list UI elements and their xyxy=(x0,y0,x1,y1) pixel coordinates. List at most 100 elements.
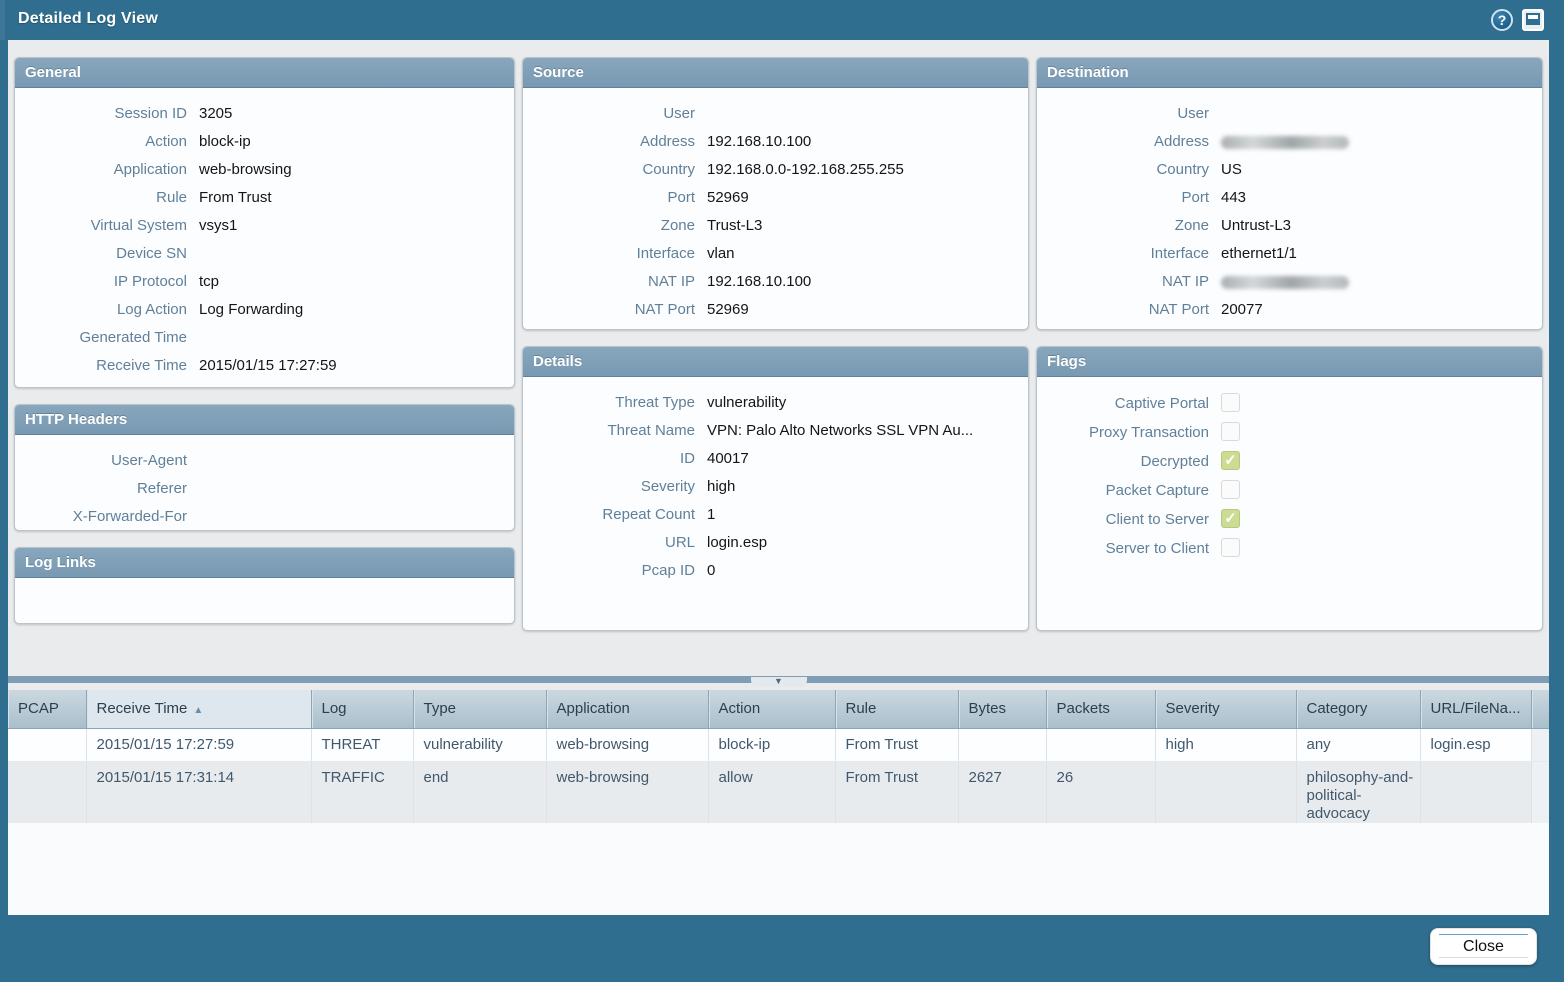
restore-window-icon[interactable] xyxy=(1522,9,1544,31)
field-label: Referer xyxy=(136,480,187,497)
column-header-pcap[interactable]: PCAP xyxy=(8,690,86,729)
log-table: PCAP Receive Time ▲ Log Type Application … xyxy=(8,690,1549,823)
table-cell: vulnerability xyxy=(413,728,547,762)
column-header-bytes[interactable]: Bytes xyxy=(957,690,1046,729)
field-row: NAT IP xyxy=(1037,268,1542,296)
log-row-traffic[interactable]: 2015/01/15 17:31:14 TRAFFIC end web-brow… xyxy=(8,761,1549,823)
panel-body: User Address Country US Port 443 Zone Untru… xyxy=(1037,88,1542,324)
column-header-application[interactable]: Application xyxy=(545,690,708,729)
scrollbar-gutter xyxy=(1531,728,1549,762)
table-cell xyxy=(1155,761,1297,823)
field-row: Severity high xyxy=(523,473,1028,501)
general-panel: General Session ID 3205 Action block-ip Ap… xyxy=(14,57,515,388)
field-label: NAT Port xyxy=(1148,301,1209,318)
field-value: tcp xyxy=(199,273,220,290)
flag-row: Proxy Transaction ✓ xyxy=(1037,418,1542,447)
field-row: User xyxy=(523,100,1028,128)
field-row: Rule From Trust xyxy=(15,184,514,212)
field-label: IP Protocol xyxy=(113,273,187,290)
field-label: Interface xyxy=(636,245,695,262)
http-headers-panel: HTTP Headers User-Agent Referer X-Forwar… xyxy=(14,404,515,531)
field-value: 192.168.10.100 xyxy=(707,133,812,150)
panel-body: Session ID 3205 Action block-ip Applicatio… xyxy=(15,88,514,380)
checkbox-client-to-server: ✓ xyxy=(1221,509,1240,528)
table-cell: 2015/01/15 17:27:59 xyxy=(86,728,312,762)
field-label: Repeat Count xyxy=(602,506,695,523)
field-row: URL login.esp xyxy=(523,529,1028,557)
table-cell xyxy=(8,761,87,823)
field-label: Severity xyxy=(640,478,695,495)
table-cell: THREAT xyxy=(311,728,414,762)
column-header-action[interactable]: Action xyxy=(707,690,835,729)
table-cell: any xyxy=(1296,728,1421,762)
middle-column: Source User Address 192.168.10.100 Countr… xyxy=(522,57,1029,670)
field-row: Pcap ID 0 xyxy=(523,557,1028,585)
field-label: Country xyxy=(642,161,695,178)
column-header-log[interactable]: Log xyxy=(310,690,413,729)
table-cell: block-ip xyxy=(708,728,836,762)
field-label: Application xyxy=(113,161,187,178)
panel-body: User Address 192.168.10.100 Country 192.16… xyxy=(523,88,1028,324)
table-cell xyxy=(1420,761,1532,823)
panel-body xyxy=(15,578,514,590)
chevron-down-icon: ▼ xyxy=(774,676,783,686)
window-glyph xyxy=(1526,13,1540,25)
flag-row: Captive Portal ✓ xyxy=(1037,389,1542,418)
field-label: Session ID xyxy=(114,105,187,122)
scrollbar-gutter xyxy=(1531,761,1549,823)
flag-label: Server to Client xyxy=(1105,540,1209,557)
panel-header: Source xyxy=(523,58,1028,88)
field-label: X-Forwarded-For xyxy=(72,508,187,525)
field-row: Interface vlan xyxy=(523,240,1028,268)
table-cell: web-browsing xyxy=(546,761,709,823)
table-cell xyxy=(8,728,87,762)
column-header-category[interactable]: Category xyxy=(1295,690,1420,729)
column-header-receive-time[interactable]: Receive Time ▲ xyxy=(85,690,311,729)
column-header-url-filename[interactable]: URL/FileNa... xyxy=(1419,690,1531,729)
column-header-type[interactable]: Type xyxy=(412,690,546,729)
dialog-content: General Session ID 3205 Action block-ip Ap… xyxy=(8,40,1549,915)
field-row: Device SN xyxy=(15,240,514,268)
table-cell: philosophy-and-political-advocacy xyxy=(1296,761,1421,823)
column-header-severity[interactable]: Severity xyxy=(1154,690,1296,729)
panel-body: Captive Portal ✓ Proxy Transaction ✓ Decry… xyxy=(1037,377,1542,563)
field-row: Zone Untrust-L3 xyxy=(1037,212,1542,240)
destination-panel: Destination User Address Country US Port 4… xyxy=(1036,57,1543,330)
dialog-title: Detailed Log View xyxy=(18,10,159,27)
panel-body: Threat Type vulnerability Threat Name VPN:… xyxy=(523,377,1028,585)
field-value: 40017 xyxy=(707,450,749,467)
field-value: US xyxy=(1221,161,1242,178)
field-row: Interface ethernet1/1 xyxy=(1037,240,1542,268)
column-header-rule[interactable]: Rule xyxy=(834,690,958,729)
checkbox-captive-portal: ✓ xyxy=(1221,393,1240,412)
field-row: Address xyxy=(1037,128,1542,156)
check-icon: ✓ xyxy=(1224,510,1237,527)
panel-body: User-Agent Referer X-Forwarded-For xyxy=(15,435,514,530)
table-cell: allow xyxy=(708,761,836,823)
field-label: Device SN xyxy=(116,245,187,262)
field-row: Address 192.168.10.100 xyxy=(523,128,1028,156)
field-value: 20077 xyxy=(1221,301,1263,318)
field-row: Threat Type vulnerability xyxy=(523,389,1028,417)
checkbox-server-to-client: ✓ xyxy=(1221,538,1240,557)
column-header-packets[interactable]: Packets xyxy=(1045,690,1155,729)
flag-row: Decrypted ✓ xyxy=(1037,447,1542,476)
field-row: Log Action Log Forwarding xyxy=(15,296,514,324)
panel-header: Log Links xyxy=(15,548,514,578)
redacted-value xyxy=(1221,128,1349,159)
field-label: Action xyxy=(145,133,187,150)
field-row: Virtual System vsys1 xyxy=(15,212,514,240)
field-label: Zone xyxy=(1174,217,1209,234)
field-label: URL xyxy=(664,534,695,551)
close-button[interactable]: Close xyxy=(1430,928,1537,965)
table-cell: TRAFFIC xyxy=(311,761,414,823)
field-row: Repeat Count 1 xyxy=(523,501,1028,529)
panel-header: Destination xyxy=(1037,58,1542,88)
log-row-threat[interactable]: 2015/01/15 17:27:59 THREAT vulnerability… xyxy=(8,728,1549,762)
field-label: User-Agent xyxy=(111,452,187,469)
table-cell: 2627 xyxy=(958,761,1047,823)
collapse-panel-tab[interactable]: ▼ xyxy=(750,676,807,687)
help-icon[interactable]: ? xyxy=(1491,9,1513,31)
field-row: Country 192.168.0.0-192.168.255.255 xyxy=(523,156,1028,184)
